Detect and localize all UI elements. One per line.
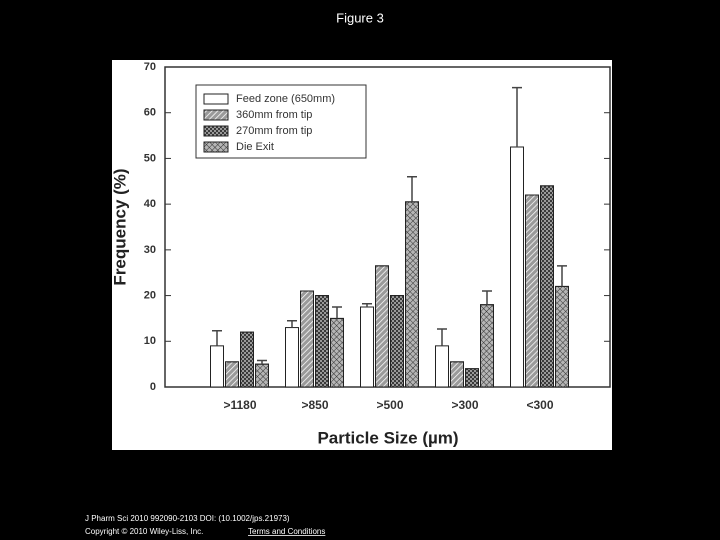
terms-link[interactable]: Terms and Conditions <box>248 527 325 536</box>
x-axis-label: Particle Size (µm) <box>317 428 458 447</box>
bar-hatch <box>555 285 569 388</box>
error-bar <box>407 175 417 202</box>
x-tick-label: >1180 <box>223 398 256 412</box>
bar-hatch <box>300 290 314 388</box>
error-bar <box>212 330 222 346</box>
bar-hatch <box>375 265 389 388</box>
bar-hatch <box>315 295 329 388</box>
bar-hatch <box>525 194 539 388</box>
bar-hatch <box>390 295 404 388</box>
slide-title: Figure 3 <box>336 10 384 25</box>
legend-swatch-hatch <box>203 125 229 137</box>
bar-hatch <box>240 331 254 388</box>
y-tick-label: 10 <box>144 335 156 347</box>
error-bar <box>512 86 522 147</box>
error-bar <box>437 328 447 346</box>
bar <box>435 345 449 388</box>
citation: J Pharm Sci 2010 992090-2103 DOI: (10.10… <box>85 514 290 523</box>
legend-label: 270mm from tip <box>236 125 312 137</box>
bar <box>285 327 299 388</box>
legend-swatch <box>203 93 229 105</box>
y-tick-label: 20 <box>144 289 156 301</box>
y-axis-label: Frequency (%) <box>110 168 129 285</box>
y-tick-label: 60 <box>144 107 156 119</box>
error-bar <box>257 359 267 365</box>
bar-hatch <box>255 363 269 388</box>
bar-hatch <box>540 185 554 388</box>
bar <box>510 146 524 388</box>
x-tick-label: >300 <box>451 398 478 412</box>
bar-hatch <box>225 361 239 388</box>
y-tick-label: 30 <box>144 244 156 256</box>
bar-hatch <box>480 304 494 388</box>
x-tick-label: <300 <box>526 398 553 412</box>
legend-label: 360mm from tip <box>236 109 312 121</box>
legend-swatch-hatch <box>203 141 229 153</box>
bar-hatch <box>450 361 464 388</box>
copyright: Copyright © 2010 Wiley-Liss, Inc. <box>85 527 203 536</box>
y-tick-label: 0 <box>150 381 156 393</box>
error-bar <box>332 306 342 319</box>
x-tick-label: >850 <box>301 398 328 412</box>
bar-hatch <box>330 317 344 388</box>
bar <box>360 306 374 388</box>
error-bar <box>287 319 297 328</box>
bar-hatch <box>465 368 479 388</box>
legend-label: Feed zone (650mm) <box>236 93 335 105</box>
error-bar <box>482 290 492 305</box>
legend-label: Die Exit <box>236 141 274 153</box>
error-bar <box>362 303 372 307</box>
legend-swatch-hatch <box>203 109 229 121</box>
x-tick-label: >500 <box>376 398 403 412</box>
y-tick-label: 40 <box>144 198 156 210</box>
bar <box>210 345 224 388</box>
y-tick-label: 70 <box>144 61 156 73</box>
y-tick-label: 50 <box>144 152 156 164</box>
bar-hatch <box>405 201 419 388</box>
error-bar <box>557 265 567 287</box>
